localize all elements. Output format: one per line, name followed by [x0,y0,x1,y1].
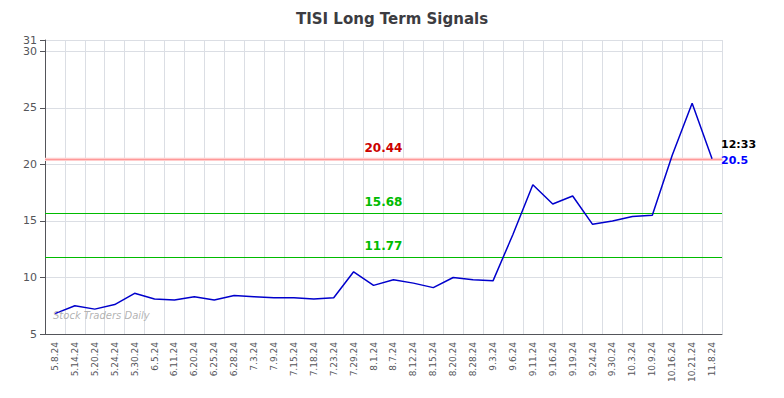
svg-text:8.7.24: 8.7.24 [388,342,398,371]
svg-text:7.9.24: 7.9.24 [269,342,279,371]
svg-text:10.21.24: 10.21.24 [687,342,697,382]
svg-text:8.15.24: 8.15.24 [428,342,438,377]
svg-text:11.8.24: 11.8.24 [707,342,717,377]
svg-text:9.30.24: 9.30.24 [607,342,617,377]
svg-text:7.15.24: 7.15.24 [289,342,299,377]
svg-text:8.20.24: 8.20.24 [448,342,458,377]
svg-text:9.3.24: 9.3.24 [488,342,498,371]
svg-text:8.28.24: 8.28.24 [468,342,478,377]
svg-text:10.16.24: 10.16.24 [667,342,677,382]
svg-text:8.12.24: 8.12.24 [408,342,418,377]
svg-text:TISI Long Term Signals: TISI Long Term Signals [296,10,488,28]
svg-text:5.24.24: 5.24.24 [110,342,120,377]
svg-text:5.8.24: 5.8.24 [50,342,60,371]
svg-text:6.11.24: 6.11.24 [169,342,179,377]
svg-text:5: 5 [30,328,37,341]
svg-text:7.18.24: 7.18.24 [309,342,319,377]
svg-text:20.5: 20.5 [721,154,748,167]
svg-text:5.30.24: 5.30.24 [130,342,140,377]
svg-text:8.1.24: 8.1.24 [369,342,379,371]
svg-text:5.14.24: 5.14.24 [70,342,80,377]
svg-text:7.29.24: 7.29.24 [349,342,359,377]
svg-text:5.20.24: 5.20.24 [90,342,100,377]
svg-text:9.24.24: 9.24.24 [588,342,598,377]
svg-text:25: 25 [23,101,37,114]
svg-text:10.3.24: 10.3.24 [627,342,637,377]
svg-text:9.16.24: 9.16.24 [548,342,558,377]
svg-text:20.44: 20.44 [365,141,403,155]
svg-text:31: 31 [23,34,37,47]
svg-text:15: 15 [23,214,37,227]
svg-text:10: 10 [23,271,37,284]
svg-text:6.25.24: 6.25.24 [209,342,219,377]
svg-text:6.5.24: 6.5.24 [150,342,160,371]
svg-text:12:33: 12:33 [721,138,756,151]
svg-text:9.19.24: 9.19.24 [568,342,578,377]
svg-text:7.23.24: 7.23.24 [329,342,339,377]
svg-text:30: 30 [23,45,37,58]
svg-text:7.3.24: 7.3.24 [249,342,259,371]
svg-text:11.77: 11.77 [365,239,403,253]
svg-text:Stock Traders Daily: Stock Traders Daily [53,310,151,321]
svg-text:10.9.24: 10.9.24 [647,342,657,377]
svg-text:6.28.24: 6.28.24 [229,342,239,377]
svg-text:9.6.24: 9.6.24 [508,342,518,371]
svg-text:15.68: 15.68 [365,195,403,209]
svg-text:9.11.24: 9.11.24 [528,342,538,377]
svg-text:20: 20 [23,158,37,171]
svg-text:6.20.24: 6.20.24 [189,342,199,377]
